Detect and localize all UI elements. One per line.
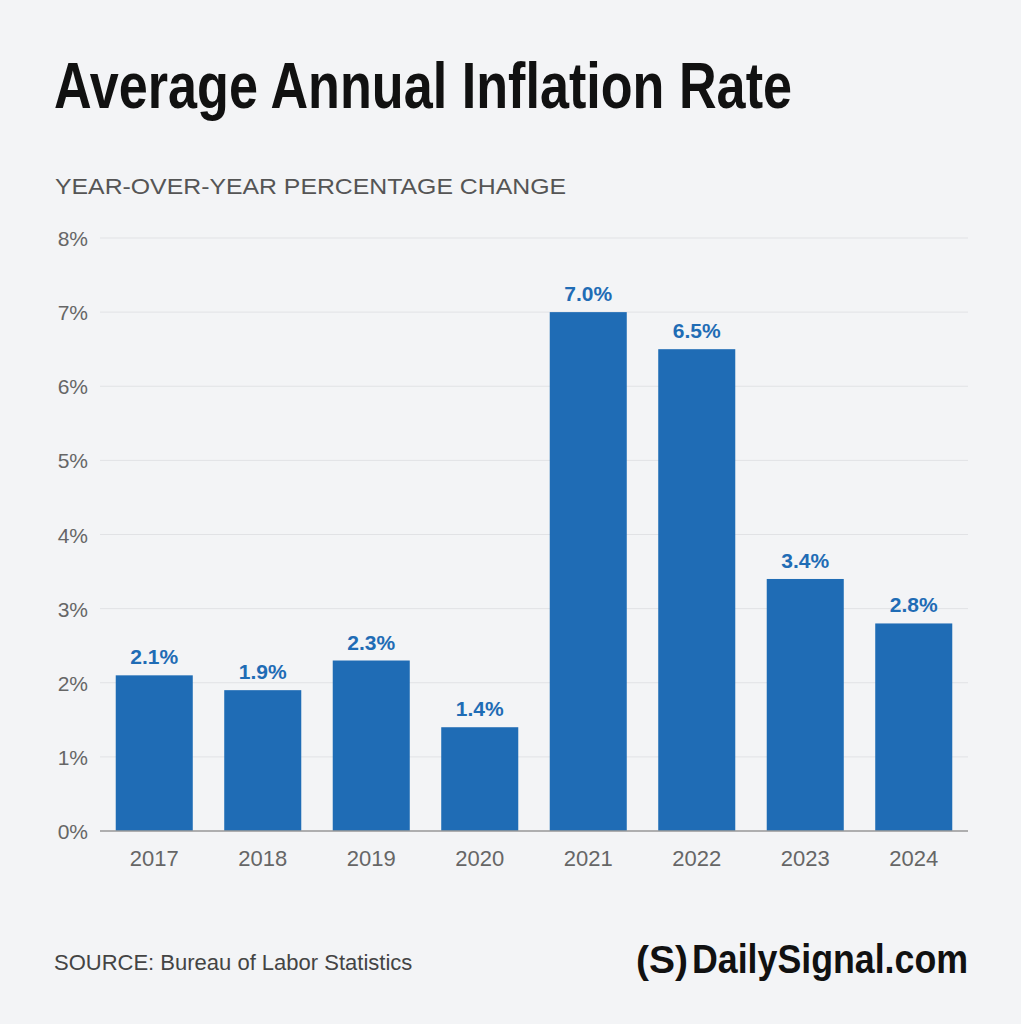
chart-svg: Average Annual Inflation Rate YEAR-OVER-Y… bbox=[0, 0, 1021, 1024]
data-label: 7.0% bbox=[564, 282, 612, 305]
x-axis-line bbox=[100, 830, 968, 832]
title: Average Annual Inflation Rate bbox=[54, 50, 792, 122]
x-tick-label: 2021 bbox=[564, 846, 613, 871]
bar bbox=[658, 349, 735, 831]
bar bbox=[441, 727, 518, 831]
data-label: 2.1% bbox=[130, 645, 178, 668]
grid-line bbox=[100, 386, 968, 387]
y-tick-label: 0% bbox=[58, 820, 88, 843]
grid-line bbox=[100, 238, 968, 239]
x-tick-label: 2022 bbox=[672, 846, 721, 871]
data-label: 1.9% bbox=[239, 660, 287, 683]
bars bbox=[116, 312, 953, 831]
y-tick-label: 3% bbox=[58, 598, 88, 621]
grid-line bbox=[100, 460, 968, 461]
data-label: 6.5% bbox=[673, 319, 721, 342]
data-label: 2.8% bbox=[890, 593, 938, 616]
bar bbox=[333, 661, 410, 831]
y-tick-label: 2% bbox=[58, 672, 88, 695]
logo-mark: (S) bbox=[636, 939, 688, 981]
x-tick-label: 2020 bbox=[455, 846, 504, 871]
y-tick-label: 5% bbox=[58, 449, 88, 472]
bar bbox=[224, 690, 301, 831]
y-tick-label: 8% bbox=[58, 227, 88, 250]
grid-line bbox=[100, 831, 968, 832]
grid-line bbox=[100, 312, 968, 313]
bar bbox=[116, 675, 193, 831]
y-axis: 0% 1% 2% 3% 4% 5% 6% 7% 8% bbox=[58, 227, 968, 843]
x-tick-label: 2018 bbox=[238, 846, 287, 871]
background bbox=[0, 0, 1021, 1024]
bar bbox=[767, 579, 844, 831]
source: SOURCE: Bureau of Labor Statistics bbox=[54, 950, 412, 975]
x-tick-label: 2023 bbox=[781, 846, 830, 871]
bar bbox=[550, 312, 627, 831]
grid-line bbox=[100, 534, 968, 535]
y-tick-label: 4% bbox=[58, 524, 88, 547]
data-label: 1.4% bbox=[456, 697, 504, 720]
labels: 2.1% 2017 1.9% 2018 2.3% 2019 1.4% 2020 7.0% 2021… bbox=[130, 282, 938, 871]
chart-container: Average Annual Inflation Rate YEAR-OVER-Y… bbox=[0, 0, 1021, 1024]
data-label: 3.4% bbox=[781, 549, 829, 572]
bar bbox=[875, 623, 952, 831]
subtitle: YEAR-OVER-YEAR PERCENTAGE CHANGE bbox=[55, 174, 566, 199]
logo: DailySignal.com bbox=[692, 937, 968, 981]
y-tick-label: 6% bbox=[58, 375, 88, 398]
data-label: 2.3% bbox=[347, 631, 395, 654]
y-tick-label: 7% bbox=[58, 301, 88, 324]
x-tick-label: 2019 bbox=[347, 846, 396, 871]
x-tick-label: 2017 bbox=[130, 846, 179, 871]
x-tick-label: 2024 bbox=[889, 846, 938, 871]
y-tick-label: 1% bbox=[58, 746, 88, 769]
